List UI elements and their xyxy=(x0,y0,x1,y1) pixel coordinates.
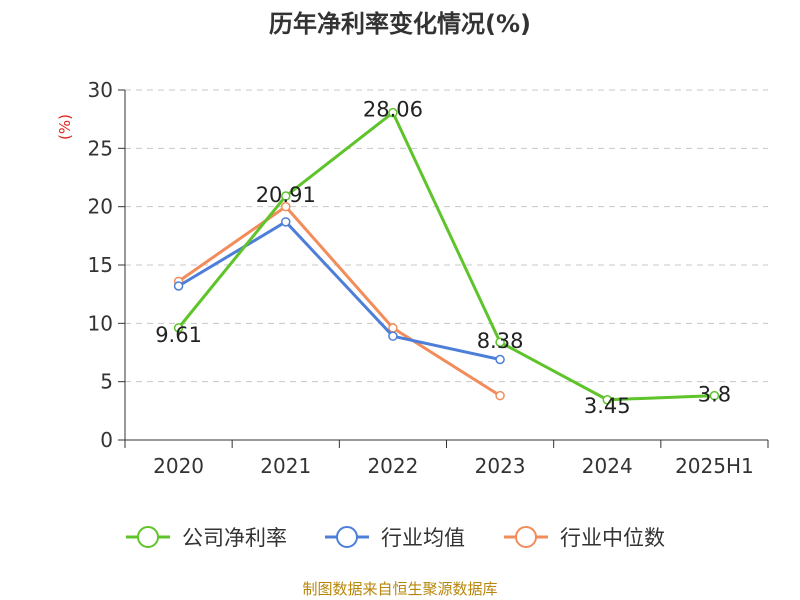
x-tick-label: 2024 xyxy=(582,454,633,478)
data-label: 3.45 xyxy=(584,394,631,418)
series-line xyxy=(177,205,501,397)
y-tick-label: 0 xyxy=(100,428,113,452)
legend-marker xyxy=(137,526,159,548)
y-tick-label: 10 xyxy=(88,311,113,335)
data-point xyxy=(281,201,291,212)
data-point xyxy=(388,107,398,118)
data-point xyxy=(602,395,612,405)
data-point xyxy=(495,337,505,347)
y-tick-label: 5 xyxy=(100,370,113,394)
data-label: 8.38 xyxy=(477,329,524,353)
data-label: 20.91 xyxy=(256,183,316,207)
legend-marker xyxy=(336,526,358,548)
data-point xyxy=(281,217,291,227)
chart-title: 历年净利率变化情况(%) xyxy=(269,10,531,38)
data-label: 3.8 xyxy=(698,383,731,407)
y-axis-unit: (%) xyxy=(56,114,74,140)
y-tick-label: 30 xyxy=(88,78,113,102)
series-line xyxy=(177,220,501,361)
data-point xyxy=(495,354,505,365)
data-point xyxy=(388,323,398,333)
y-tick-label: 15 xyxy=(88,253,113,277)
data-source-note: 制图数据来自恒生聚源数据库 xyxy=(302,580,498,598)
data-point xyxy=(495,390,505,401)
data-point xyxy=(281,191,291,201)
data-point xyxy=(709,390,720,401)
x-tick-label: 2021 xyxy=(260,454,311,478)
data-label: 28.06 xyxy=(363,98,423,122)
x-tick-label: 2025H1 xyxy=(675,454,754,478)
data-point xyxy=(173,281,184,291)
legend-marker xyxy=(515,526,537,548)
y-tick-label: 25 xyxy=(88,136,113,160)
data-point xyxy=(173,323,184,333)
data-point xyxy=(388,331,398,341)
y-tick-label: 20 xyxy=(88,195,113,219)
series-line xyxy=(177,111,715,402)
x-tick-label: 2020 xyxy=(153,454,204,478)
x-tick-label: 2023 xyxy=(475,454,526,478)
legend-label: 行业中位数 xyxy=(560,526,665,550)
legend-label: 行业均值 xyxy=(381,526,465,550)
legend-label: 公司净利率 xyxy=(182,526,287,550)
data-label: 9.61 xyxy=(155,323,202,347)
x-tick-label: 2022 xyxy=(367,454,418,478)
